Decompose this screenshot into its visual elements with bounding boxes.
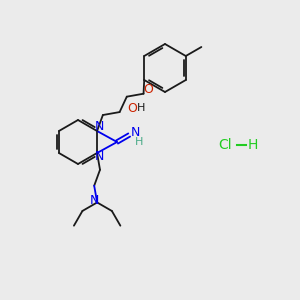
Text: H: H [136,103,145,113]
Text: N: N [94,121,104,134]
Text: O: O [144,83,154,96]
Text: N: N [89,194,99,207]
Text: H: H [135,137,143,147]
Text: N: N [130,127,140,140]
Text: N: N [94,151,104,164]
Text: Cl: Cl [218,138,232,152]
Text: H: H [248,138,258,152]
Text: O: O [128,102,137,115]
